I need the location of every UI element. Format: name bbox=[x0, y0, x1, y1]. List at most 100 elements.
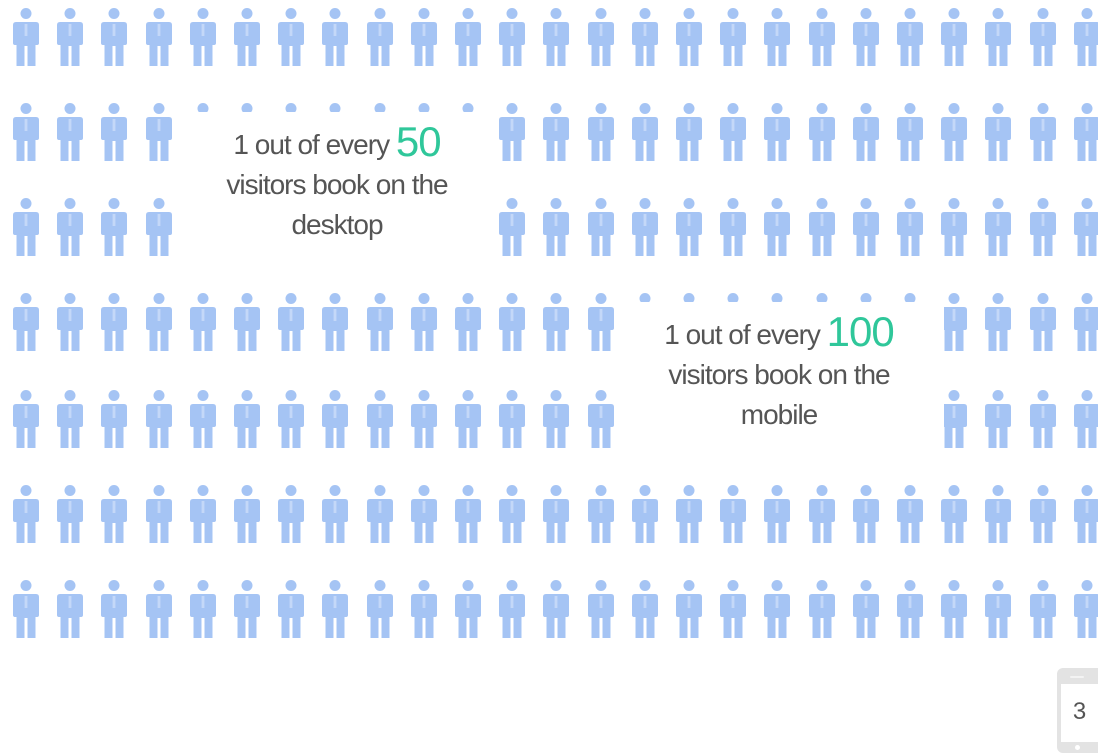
desktop-ratio-number: 50 bbox=[395, 118, 442, 165]
person-icon bbox=[57, 198, 84, 256]
person-icon bbox=[1029, 8, 1056, 66]
person-icon bbox=[941, 485, 968, 543]
person-icon bbox=[543, 198, 570, 256]
person-icon bbox=[101, 485, 128, 543]
person-icon bbox=[808, 485, 835, 543]
person-icon bbox=[57, 103, 84, 161]
person-icon bbox=[145, 198, 172, 256]
person-icon bbox=[145, 103, 172, 161]
person-icon bbox=[587, 198, 614, 256]
person-icon bbox=[631, 580, 658, 638]
person-icon bbox=[985, 103, 1012, 161]
person-icon bbox=[189, 485, 216, 543]
badge-screen: 3 bbox=[1061, 684, 1098, 742]
person-icon bbox=[234, 293, 260, 351]
person-icon bbox=[366, 390, 393, 448]
person-icon bbox=[499, 293, 526, 351]
badge-speaker-slit bbox=[1070, 676, 1084, 678]
person-icon bbox=[852, 580, 879, 638]
mobile-callout-prefix: 1 out of every bbox=[664, 319, 827, 350]
person-icon bbox=[720, 103, 747, 161]
person-icon bbox=[322, 293, 349, 351]
person-icon bbox=[676, 485, 702, 543]
person-icon bbox=[720, 8, 747, 66]
person-icon bbox=[631, 103, 658, 161]
person-icon bbox=[1073, 103, 1098, 161]
person-icon bbox=[941, 103, 968, 161]
person-icon bbox=[101, 580, 128, 638]
person-icon bbox=[57, 8, 84, 66]
person-icon bbox=[941, 198, 968, 256]
person-icon bbox=[587, 390, 614, 448]
person-icon bbox=[941, 580, 968, 638]
person-icon bbox=[764, 103, 791, 161]
person-icon bbox=[897, 8, 923, 66]
person-icon bbox=[941, 8, 968, 66]
person-icon bbox=[322, 580, 349, 638]
desktop-callout: 1 out of every 50 visitors book on the d… bbox=[182, 112, 492, 282]
person-icon bbox=[455, 580, 481, 638]
person-icon bbox=[852, 103, 879, 161]
person-icon bbox=[543, 8, 570, 66]
person-icon bbox=[366, 293, 393, 351]
person-icon bbox=[543, 390, 570, 448]
person-icon bbox=[1029, 485, 1056, 543]
person-icon bbox=[322, 390, 349, 448]
person-icon bbox=[322, 485, 349, 543]
mobile-callout-line-2: visitors book on the bbox=[668, 359, 890, 390]
person-icon bbox=[57, 485, 84, 543]
person-icon bbox=[897, 103, 923, 161]
person-icon bbox=[499, 580, 526, 638]
page-number-badge: 3 bbox=[1057, 668, 1098, 753]
person-icon bbox=[13, 103, 39, 161]
person-icon bbox=[808, 580, 835, 638]
person-icon bbox=[189, 390, 216, 448]
person-icon bbox=[322, 8, 349, 66]
person-icon bbox=[676, 580, 702, 638]
person-icon bbox=[145, 293, 172, 351]
person-icon bbox=[1073, 198, 1098, 256]
person-icon bbox=[101, 103, 128, 161]
person-icon bbox=[764, 580, 791, 638]
person-icon bbox=[499, 390, 526, 448]
person-icon bbox=[278, 485, 305, 543]
person-icon bbox=[13, 198, 39, 256]
person-icon bbox=[1029, 103, 1056, 161]
person-icon bbox=[1073, 580, 1098, 638]
person-icon bbox=[543, 103, 570, 161]
person-icon bbox=[631, 198, 658, 256]
person-icon bbox=[720, 485, 747, 543]
desktop-callout-line-3: desktop bbox=[291, 209, 383, 240]
person-icon bbox=[587, 580, 614, 638]
person-icon bbox=[676, 8, 702, 66]
person-icon bbox=[145, 390, 172, 448]
person-icon bbox=[278, 8, 305, 66]
person-icon bbox=[278, 580, 305, 638]
person-icon bbox=[543, 485, 570, 543]
person-icon bbox=[410, 390, 437, 448]
person-icon bbox=[543, 580, 570, 638]
desktop-callout-prefix: 1 out of every bbox=[233, 129, 396, 160]
person-icon bbox=[587, 103, 614, 161]
person-icon bbox=[1029, 580, 1056, 638]
person-icon bbox=[852, 198, 879, 256]
person-icon bbox=[1073, 485, 1098, 543]
person-icon bbox=[455, 485, 481, 543]
person-icon bbox=[101, 198, 128, 256]
person-icon bbox=[852, 8, 879, 66]
person-icon bbox=[499, 8, 526, 66]
person-icon bbox=[897, 198, 923, 256]
person-icon bbox=[278, 390, 305, 448]
person-icon bbox=[13, 293, 39, 351]
person-icon bbox=[189, 293, 216, 351]
person-icon bbox=[13, 485, 39, 543]
person-icon bbox=[631, 8, 658, 66]
person-icon bbox=[941, 293, 968, 351]
badge-home-dot bbox=[1075, 745, 1080, 750]
person-icon bbox=[455, 8, 481, 66]
person-icon bbox=[57, 390, 84, 448]
person-icon bbox=[1029, 198, 1056, 256]
person-icon bbox=[189, 580, 216, 638]
mobile-callout: 1 out of every 100 visitors book on the … bbox=[614, 302, 944, 472]
